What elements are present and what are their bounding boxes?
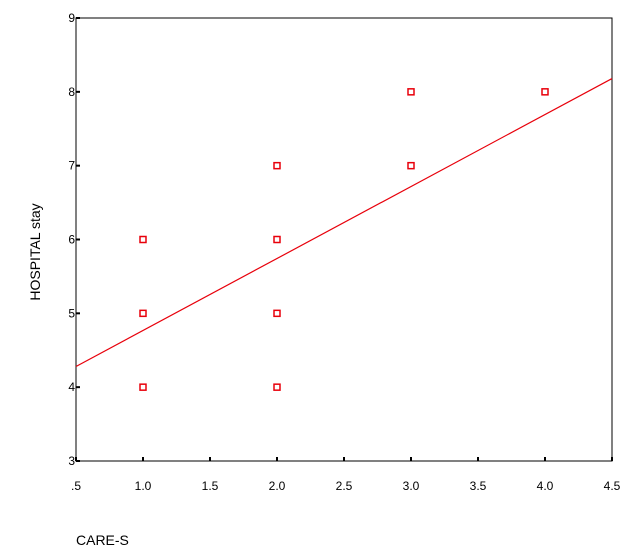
x-tick-label: 3.0 xyxy=(403,479,420,493)
y-tick-label: 6 xyxy=(68,233,75,247)
x-tick-label: 4.0 xyxy=(537,479,554,493)
y-tick-label: 3 xyxy=(68,454,75,468)
y-axis-title: HOSPITAL stay xyxy=(27,203,43,300)
data-point xyxy=(273,383,281,391)
fit-line xyxy=(75,78,613,368)
x-tick-label: 1.0 xyxy=(135,479,152,493)
x-tick-label: 2.5 xyxy=(336,479,353,493)
y-axis-ticks: 3 4 5 6 7 8 9 xyxy=(68,11,80,468)
data-point xyxy=(139,235,147,244)
y-tick-label: 5 xyxy=(68,306,75,320)
fit-line-group xyxy=(75,78,613,368)
x-axis-ticks: .5 1.0 1.5 2.0 2.5 3.0 3.5 4.0 4.5 xyxy=(71,457,621,493)
data-point xyxy=(273,309,281,318)
data-point xyxy=(407,161,415,170)
y-tick-label: 8 xyxy=(68,85,75,99)
data-point xyxy=(407,88,415,96)
data-point xyxy=(273,161,281,170)
plot-frame xyxy=(75,17,613,462)
y-tick-label: 9 xyxy=(68,11,75,25)
x-tick-label: 3.5 xyxy=(470,479,487,493)
data-point xyxy=(273,235,281,244)
x-tick-label: .5 xyxy=(71,479,81,493)
y-tick-label: 4 xyxy=(68,380,75,394)
data-point xyxy=(541,88,549,96)
x-tick-label: 4.5 xyxy=(604,479,621,493)
y-tick-label: 7 xyxy=(68,159,75,173)
x-tick-label: 2.0 xyxy=(269,479,286,493)
data-points xyxy=(139,88,549,391)
x-tick-label: 1.5 xyxy=(202,479,219,493)
x-axis-title: CARE-S xyxy=(76,532,129,548)
data-point xyxy=(139,383,147,391)
data-point xyxy=(139,309,147,318)
